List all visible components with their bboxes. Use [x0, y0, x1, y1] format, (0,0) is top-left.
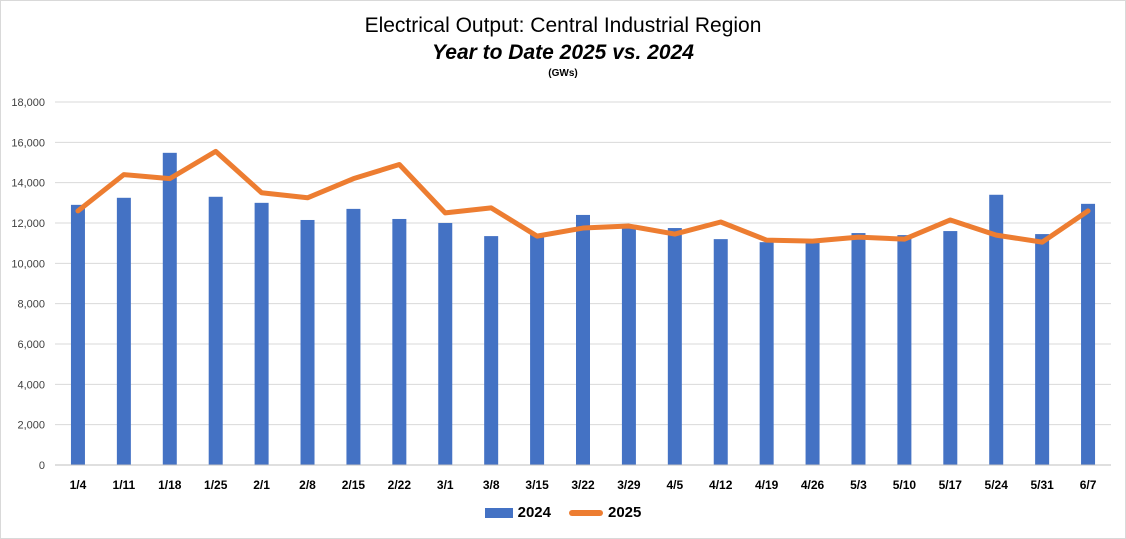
legend-swatch-2024 [484, 507, 513, 518]
x-tick-label: 3/29 [617, 478, 641, 492]
bar-2024 [943, 231, 958, 465]
x-tick-label: 5/3 [850, 478, 867, 492]
bar-2024 [392, 218, 407, 465]
bar-2024 [621, 228, 636, 465]
x-tick-label: 2/22 [388, 478, 412, 492]
y-tick-label: 8,000 [17, 299, 45, 311]
y-tick-label: 6,000 [17, 339, 45, 351]
bar-2024 [805, 241, 820, 465]
bar-2024 [897, 235, 912, 465]
chart-title-block: Electrical Output: Central Industrial Re… [1, 13, 1125, 81]
x-tick-label: 4/12 [709, 478, 733, 492]
x-tick-label: 3/8 [483, 478, 500, 492]
bar-2024 [1081, 203, 1096, 465]
x-tick-label: 1/18 [158, 478, 182, 492]
chart-subtitle: Year to Date 2025 vs. 2024 [432, 41, 694, 64]
legend-swatch-2025 [569, 509, 603, 516]
chart-units-label: (GWs) [548, 68, 578, 79]
line-2025 [75, 148, 1091, 245]
legend-label-2024: 2024 [517, 504, 551, 521]
chart-title: Electrical Output: Central Industrial Re… [364, 14, 762, 37]
x-tick-label: 5/31 [1030, 478, 1054, 492]
y-tick-label: 10,000 [11, 258, 45, 270]
bar-2024 [300, 219, 315, 465]
plot-area: 0 2,000 4,000 6,000 8,000 10,000 12,000 14,000 1… [11, 97, 1111, 492]
bar-2024 [713, 239, 728, 465]
x-tick-label: 1/25 [204, 478, 228, 492]
x-tick-label: 5/24 [985, 478, 1009, 492]
legend-item-2025: 2025 [569, 504, 641, 521]
x-tick-label: 5/10 [893, 478, 917, 492]
bar-2024 [759, 242, 774, 465]
bar-2024 [162, 152, 177, 465]
bar-2024 [1035, 234, 1050, 465]
bar-2024 [70, 204, 85, 465]
x-tick-label: 3/1 [437, 478, 454, 492]
x-tick-label: 4/19 [755, 478, 779, 492]
y-tick-label: 18,000 [11, 97, 45, 109]
bar-2024 [484, 236, 499, 465]
y-tick-label: 2,000 [17, 420, 45, 432]
bar-2024 [208, 196, 223, 466]
bar-2024 [346, 208, 361, 465]
chart-legend: 2024 2025 [1, 504, 1125, 521]
x-tick-label: 5/17 [939, 478, 963, 492]
bar-2024 [116, 197, 131, 465]
bar-2024 [530, 234, 545, 465]
bar-2024 [254, 202, 269, 466]
x-tick-label: 1/4 [70, 478, 87, 492]
x-tick-label: 4/26 [801, 478, 825, 492]
x-tick-label: 6/7 [1080, 478, 1097, 492]
y-tick-label: 16,000 [11, 137, 45, 149]
x-tick-label: 3/22 [571, 478, 595, 492]
legend-label-2025: 2025 [608, 504, 642, 521]
y-tick-label: 0 [39, 460, 45, 472]
bar-2024 [438, 223, 453, 465]
x-tick-label: 2/15 [342, 478, 366, 492]
y-tick-label: 12,000 [11, 218, 45, 230]
x-tick-label: 3/15 [525, 478, 549, 492]
x-tick-label: 2/8 [299, 478, 316, 492]
x-tick-label: 2/1 [253, 478, 270, 492]
y-tick-label: 14,000 [11, 178, 45, 190]
bar-2024 [851, 233, 866, 465]
x-tick-label: 1/11 [113, 478, 136, 492]
bar-2024 [989, 194, 1004, 465]
bar-2024 [667, 228, 682, 465]
legend-item-2024: 2024 [484, 504, 551, 521]
y-tick-label: 4,000 [17, 379, 45, 391]
bar-2024 [576, 214, 590, 465]
x-tick-label: 4/5 [666, 478, 683, 492]
